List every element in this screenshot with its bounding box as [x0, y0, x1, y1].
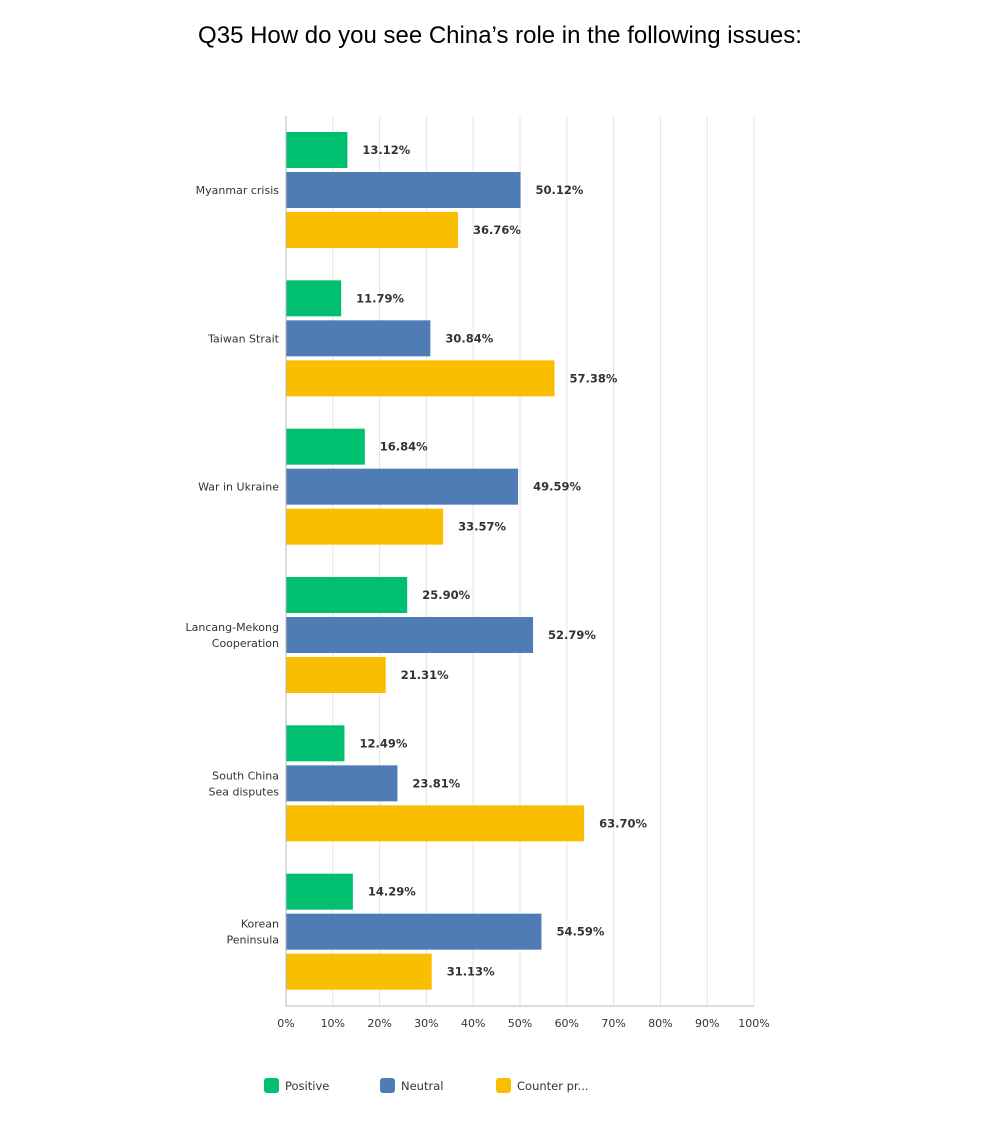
legend-swatch	[496, 1078, 511, 1093]
data-label: 54.59%	[556, 925, 604, 939]
bar	[286, 212, 459, 248]
bar	[286, 617, 534, 653]
chart-title: Q35 How do you see China’s role in the f…	[198, 22, 802, 49]
data-label: 57.38%	[570, 371, 618, 385]
category-label: Cooperation	[212, 637, 279, 650]
axes: 0% 10% 20% 30% 40% 50% 60% 70% 80% 90% 100% Myanmar…	[186, 116, 770, 1030]
data-label: 21.31%	[401, 668, 449, 682]
bar	[286, 873, 353, 910]
data-label: 16.84%	[380, 440, 428, 454]
data-label: 63.70%	[599, 816, 647, 830]
data-label: 31.13%	[447, 965, 495, 979]
category-label: Myanmar crisis	[196, 184, 280, 197]
bar	[286, 320, 431, 357]
legend: Positive Neutral Counter pr...	[264, 1078, 589, 1093]
data-label: 50.12%	[536, 183, 584, 197]
data-label: 23.81%	[412, 776, 460, 790]
data-label: 11.79%	[356, 291, 404, 305]
bar	[286, 657, 386, 693]
x-tick-label: 10%	[321, 1017, 345, 1030]
data-label: 14.29%	[368, 885, 416, 899]
category-label: Peninsula	[226, 934, 279, 947]
x-tick-label: 20%	[367, 1017, 391, 1030]
bar	[286, 805, 585, 842]
category-label: South China	[212, 769, 279, 782]
x-tick-label: 50%	[508, 1017, 532, 1030]
x-tick-label: 90%	[695, 1017, 719, 1030]
data-label: 33.57%	[458, 520, 506, 534]
category-label: Korean	[241, 918, 279, 931]
legend-label: Positive	[285, 1079, 329, 1093]
data-label: 36.76%	[473, 223, 521, 237]
data-label: 49.59%	[533, 480, 581, 494]
bar	[286, 360, 555, 397]
bar	[286, 280, 342, 317]
category-label: Taiwan Strait	[207, 332, 280, 345]
legend-label: Neutral	[401, 1079, 443, 1093]
bar	[286, 577, 408, 613]
bar	[286, 913, 542, 950]
bar	[286, 765, 398, 802]
bar	[286, 725, 345, 762]
data-label: 25.90%	[422, 588, 470, 602]
bar	[286, 953, 432, 990]
x-tick-label: 100%	[738, 1017, 769, 1030]
category-label: War in Ukraine	[198, 481, 279, 494]
x-tick-label: 60%	[555, 1017, 579, 1030]
bar	[286, 428, 365, 465]
data-label: 13.12%	[362, 143, 410, 157]
bar	[286, 468, 519, 505]
x-tick-label: 0%	[277, 1017, 294, 1030]
data-label: 12.49%	[359, 736, 407, 750]
x-tick-label: 40%	[461, 1017, 485, 1030]
legend-label: Counter pr...	[517, 1079, 589, 1093]
x-tick-label: 30%	[414, 1017, 438, 1030]
bar	[286, 132, 348, 168]
bar	[286, 172, 521, 208]
x-tick-label: 80%	[648, 1017, 672, 1030]
data-label: 52.79%	[548, 628, 596, 642]
bar	[286, 508, 444, 545]
gridlines	[332, 116, 755, 1006]
category-label: Lancang-Mekong	[186, 621, 279, 634]
legend-swatch	[380, 1078, 395, 1093]
bars: 13.12% 50.12% 36.76% 11.79% 30.84% 57.38% 16.8…	[286, 132, 647, 990]
category-label: Sea disputes	[208, 785, 279, 798]
data-label: 30.84%	[445, 331, 493, 345]
legend-swatch	[264, 1078, 279, 1093]
x-tick-label: 70%	[601, 1017, 625, 1030]
